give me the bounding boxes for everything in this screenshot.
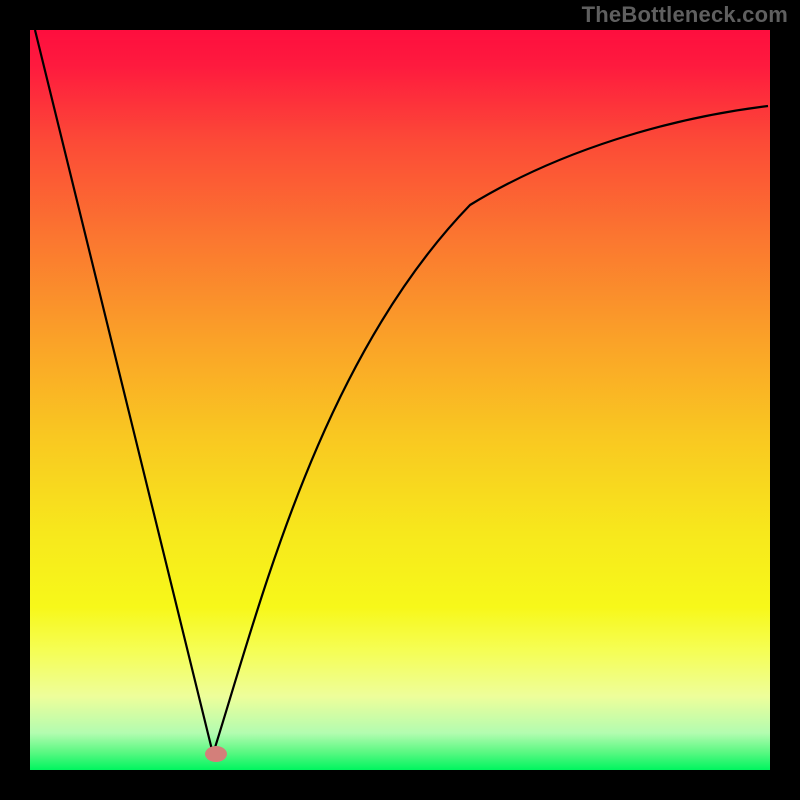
chart-plot-area bbox=[30, 30, 770, 770]
chart-container: TheBottleneck.com bbox=[0, 0, 800, 800]
watermark-text: TheBottleneck.com bbox=[582, 2, 788, 28]
chart-minimum-marker bbox=[205, 746, 227, 762]
chart-svg bbox=[0, 0, 800, 800]
